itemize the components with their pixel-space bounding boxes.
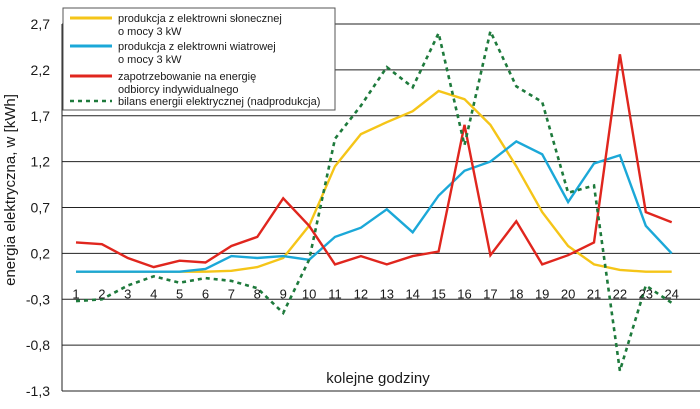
x-tick-label: 6 [202,286,209,301]
x-tick-label: 11 [328,286,342,301]
series-lines [75,27,673,372]
x-tick-label: 12 [354,286,368,301]
legend-label: produkcja z elektrowni wiatrowej [118,41,276,53]
y-tick-label: -0,8 [26,337,50,353]
y-tick-label: -1,3 [26,383,50,399]
x-tick-label: 8 [254,286,261,301]
x-tick-label: 14 [405,286,419,301]
legend-label: bilans energii elektrycznej (nadprodukcj… [118,96,320,108]
x-tick-label: 19 [535,286,549,301]
x-tick-labels: 1 2 3 4 5 6 7 8 9 10 11 12 13 14 15 16 17 18 19 20 21 22 23 24 [72,286,679,301]
y-tick-label: 0,2 [31,245,51,261]
x-tick-label: 3 [124,286,131,301]
x-tick-label: 13 [380,286,394,301]
x-tick-label: 4 [150,286,157,301]
x-tick-label: 24 [664,286,678,301]
x-tick-label: 9 [280,286,287,301]
y-tick-label: -0,3 [26,291,50,307]
x-tick-label: 10 [302,286,316,301]
x-tick-label: 2 [98,286,105,301]
legend-label: produkcja z elektrowni słonecznej [118,13,282,25]
y-tick-label: 1,7 [31,108,51,124]
x-tick-label: 7 [228,286,235,301]
legend-label: o mocy 3 kW [118,26,182,38]
x-tick-label: 5 [176,286,183,301]
x-axis-title: kolejne godziny [326,370,430,387]
legend-box [62,7,336,111]
x-tick-label: 23 [639,286,653,301]
legend-label: odbiorcy indywidualnego [118,84,238,96]
x-tick-label: 15 [431,286,445,301]
series-line-2 [75,54,673,269]
y-tick-label: 1,2 [31,154,51,170]
y-tick-label: 2,2 [31,62,51,78]
y-tick-label: 2,7 [31,16,51,32]
series-line-1 [76,139,673,273]
x-tick-label: 20 [561,286,575,301]
x-tick-label: 17 [483,286,497,301]
x-tick-label: 16 [457,286,471,301]
y-axis-title: energia elektryczna, w [kWh] [2,94,19,286]
legend-label: o mocy 3 kW [118,54,182,66]
x-tick-label: 22 [613,286,627,301]
y-tick-labels: 2,7 2,2 1,7 1,2 0,7 0,2 -0,3 -0,8 -1,3 [26,16,50,399]
series-line-3 [75,27,673,372]
x-tick-label: 21 [587,286,601,301]
y-tick-label: 0,7 [31,200,51,216]
legend-label: zapotrzebowanie na energię [118,71,256,83]
x-tick-label: 18 [509,286,523,301]
x-tick-label: 1 [72,286,79,301]
